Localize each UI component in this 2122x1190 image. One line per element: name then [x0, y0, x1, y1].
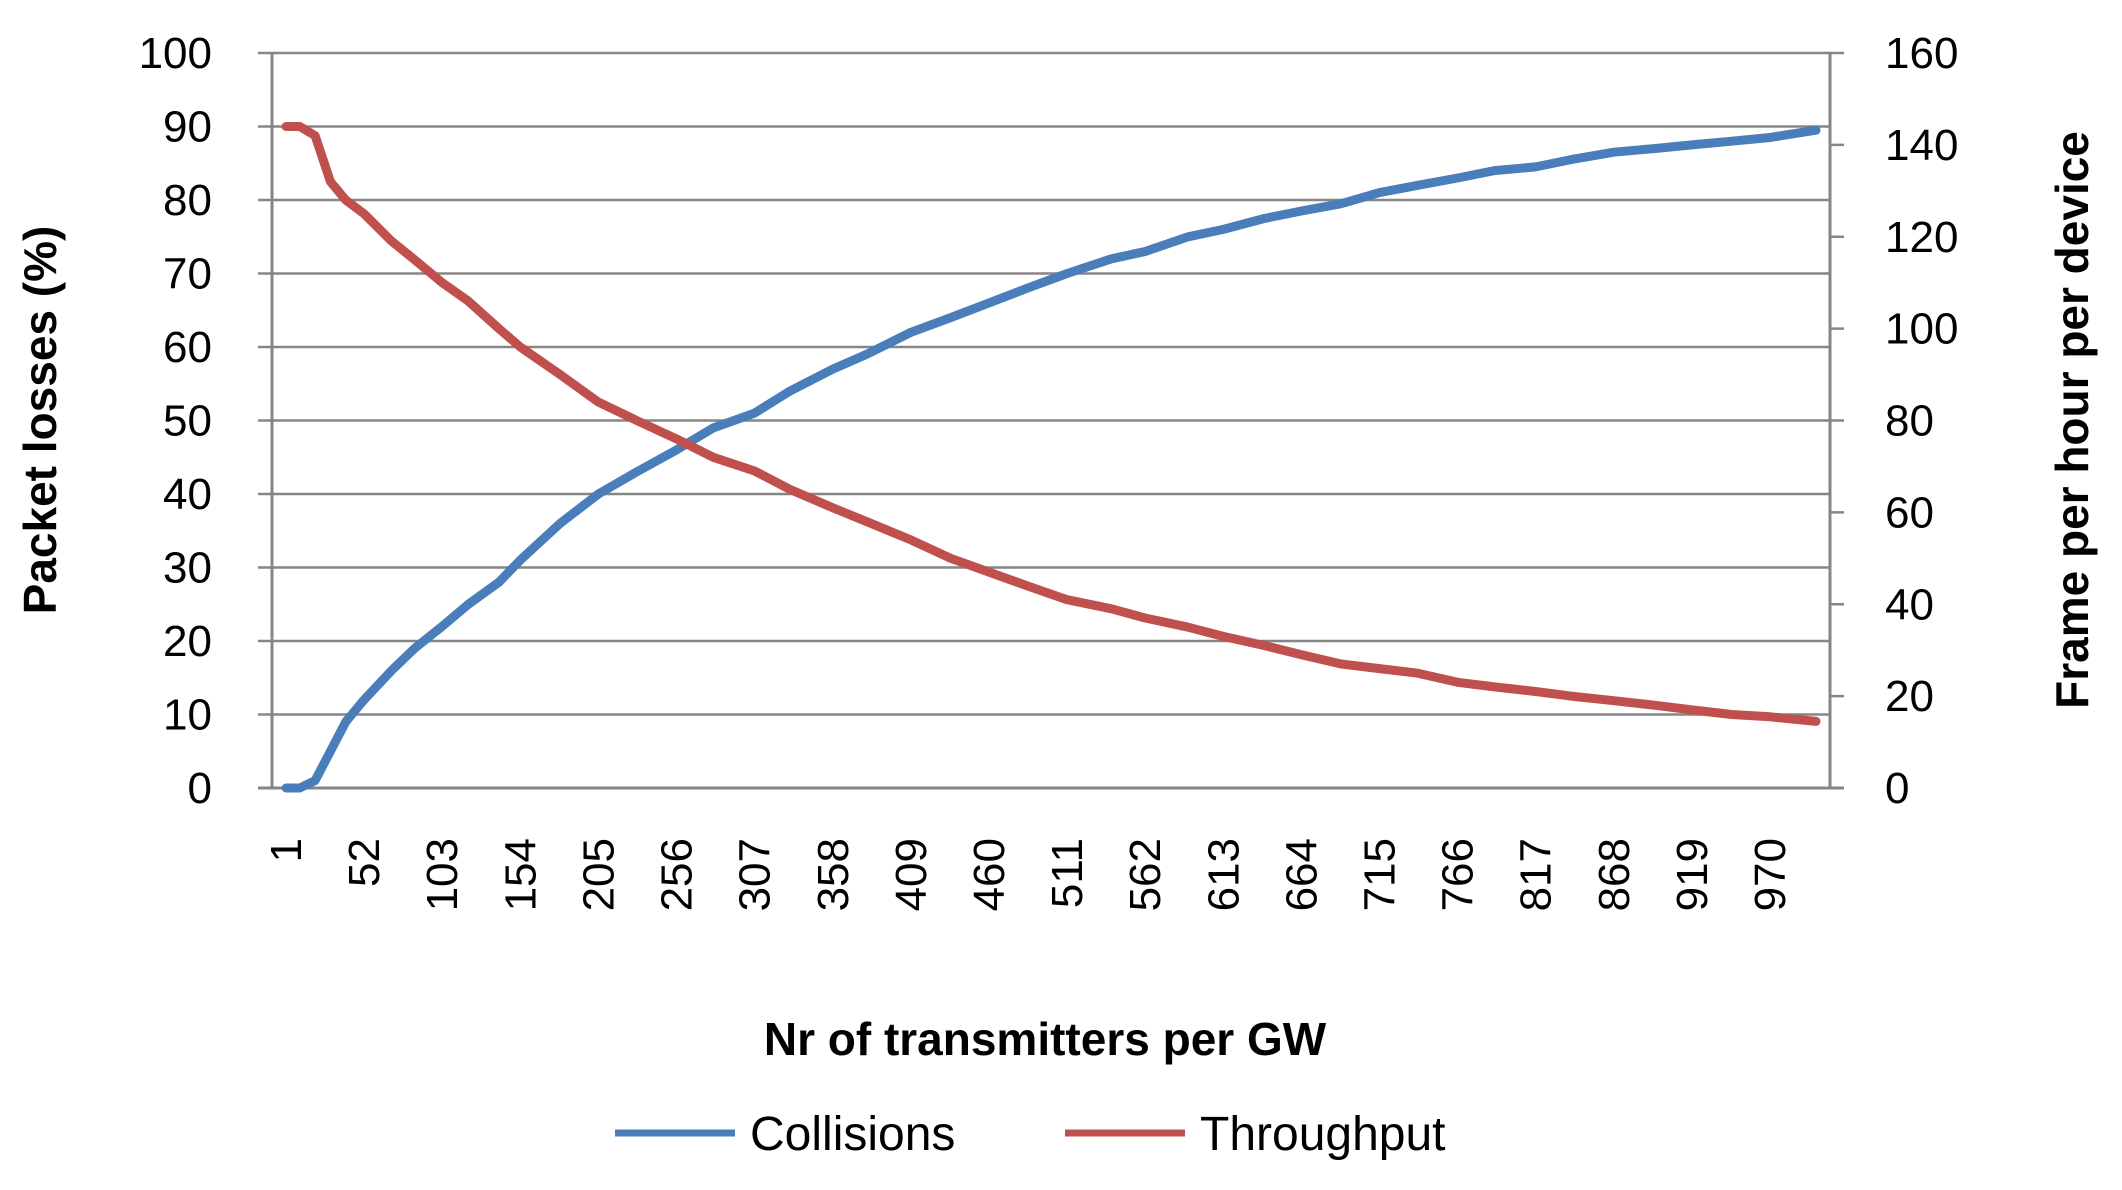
series-lines [281, 122, 1821, 793]
x-tick-label: 766 [1434, 838, 1483, 911]
left-tick-label: 40 [163, 470, 212, 519]
left-tick-label: 30 [163, 544, 212, 593]
x-axis-title: Nr of transmitters per GW [764, 1013, 1327, 1065]
gridlines [272, 51, 1830, 790]
x-tick-label: 919 [1668, 838, 1717, 911]
left-tick-labels: 0 10 20 30 40 50 60 70 80 90 100 [139, 29, 272, 813]
left-tick-label: 70 [163, 250, 212, 299]
x-tick-label: 511 [1043, 838, 1092, 908]
left-tick-label: 90 [163, 103, 212, 152]
series-line-throughput [281, 122, 1821, 726]
left-tick-label: 20 [163, 617, 212, 666]
left-tick-label: 10 [163, 691, 212, 740]
x-tick-label: 1 [262, 838, 311, 862]
left-tick-label: 50 [163, 397, 212, 446]
left-tick-label: 60 [163, 323, 212, 372]
right-tick-label: 20 [1885, 672, 1934, 721]
right-tick-label: 140 [1885, 121, 1958, 170]
x-tick-labels: 1 52 103 154 205 256 307 358 409 460 511 562 613 664 7… [262, 838, 1795, 911]
legend-label-collisions: Collisions [750, 1108, 955, 1161]
y2-axis-title: Frame per hour per device [2046, 131, 2098, 709]
left-tick-label: 100 [139, 29, 212, 78]
y-axis-title: Packet losses (%) [14, 226, 66, 615]
x-tick-label: 562 [1121, 838, 1170, 911]
right-tick-label: 0 [1885, 764, 1909, 813]
right-tick-label: 80 [1885, 397, 1934, 446]
x-tick-label: 103 [418, 838, 467, 911]
x-tick-label: 409 [887, 838, 936, 911]
x-tick-label: 460 [965, 838, 1014, 911]
x-tick-label: 970 [1746, 838, 1795, 911]
right-tick-label: 120 [1885, 213, 1958, 262]
x-tick-label: 715 [1356, 838, 1405, 911]
x-tick-label: 154 [496, 838, 545, 911]
right-tick-label: 60 [1885, 488, 1934, 537]
right-tick-label: 160 [1885, 29, 1958, 78]
x-tick-label: 613 [1199, 838, 1248, 911]
left-tick-label: 80 [163, 176, 212, 225]
right-tick-label: 40 [1885, 580, 1934, 629]
series-line-collisions [281, 125, 1821, 793]
x-tick-label: 358 [809, 838, 858, 911]
x-tick-label: 817 [1512, 838, 1561, 911]
x-tick-label: 256 [653, 838, 702, 911]
x-tick-label: 205 [574, 838, 623, 911]
legend-label-throughput: Throughput [1200, 1108, 1446, 1161]
left-tick-label: 0 [188, 764, 212, 813]
right-tick-label: 100 [1885, 305, 1958, 354]
x-tick-label: 52 [340, 838, 389, 887]
x-tick-label: 664 [1277, 838, 1326, 911]
legend: Collisions Throughput [615, 1108, 1446, 1161]
right-tick-labels: 0 20 40 60 80 100 120 140 160 [1830, 29, 1958, 813]
x-tick-label: 868 [1590, 838, 1639, 911]
x-tick-label: 307 [731, 838, 780, 911]
